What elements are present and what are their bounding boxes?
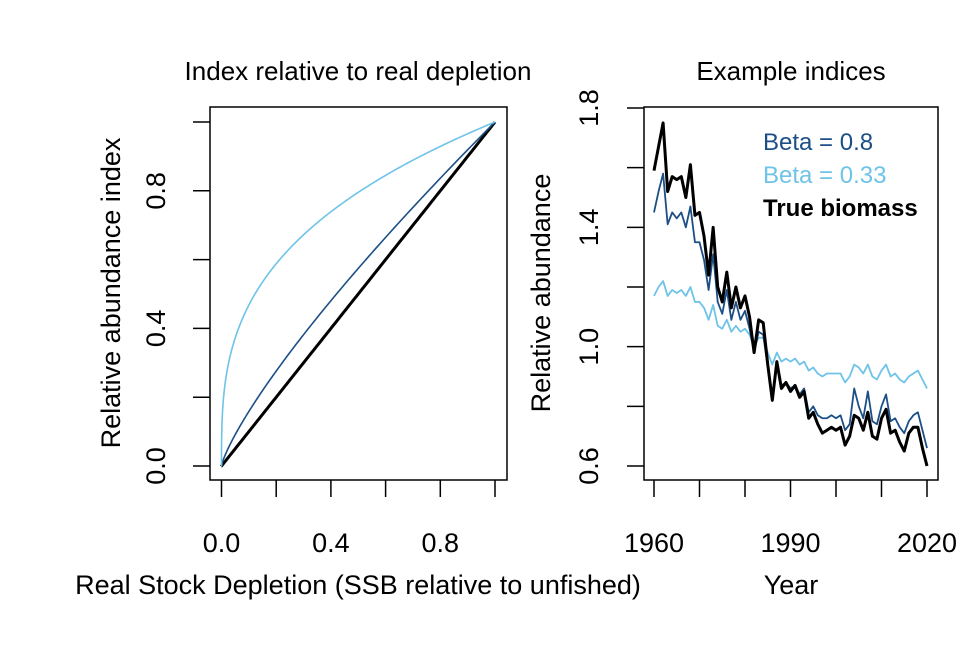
left-y-axis-label: Relative abundance index	[96, 137, 126, 448]
left-x-axis-label: Real Stock Depletion (SSB relative to un…	[75, 570, 641, 600]
right-x-tick-label: 1960	[624, 528, 684, 558]
left-x-axis: 0.0 0.4 0.8	[203, 480, 496, 558]
right-plot-series	[652, 121, 929, 467]
right-y-tick-label: 1.8	[574, 89, 604, 127]
legend-entry: Beta = 0.33	[763, 162, 886, 189]
right-y-tick-label: 1.0	[574, 328, 604, 366]
right-x-axis: 1960 1990 2020	[624, 480, 957, 558]
left-y-axis: 0.0 0.4 0.8	[141, 121, 210, 485]
left-plot-frame	[209, 106, 508, 481]
left-y-tick-label: 0.4	[141, 310, 171, 348]
right-x-axis-label: Year	[764, 570, 819, 600]
right-y-axis: 0.6 1.0 1.4 1.8	[574, 89, 644, 485]
left-curve-beta-0.8	[220, 121, 496, 467]
left-plot-series	[220, 121, 497, 468]
right-y-tick-label: 1.4	[574, 209, 604, 247]
legend-entry: True biomass	[763, 195, 918, 222]
right-series-line-beta-0-33	[653, 280, 928, 389]
left-x-tick-label: 0.4	[312, 528, 350, 558]
left-y-tick-label: 0.0	[141, 447, 171, 485]
legend-entry: Beta = 0.8	[763, 129, 873, 156]
right-panel: Example indices 1960 1990 2020 0.6 1.0 1.4 1.…	[526, 56, 957, 600]
right-panel-title: Example indices	[696, 56, 885, 86]
left-curve-beta-0.33	[220, 121, 496, 466]
right-legend: Beta = 0.8 Beta = 0.33 True biomass	[763, 129, 918, 222]
left-curve-beta-1	[220, 121, 497, 468]
right-y-tick-label: 0.6	[574, 447, 604, 485]
left-panel: Index relative to real depletion 0.0 0.4 0…	[75, 56, 641, 600]
right-x-tick-label: 1990	[760, 528, 820, 558]
right-y-axis-label: Relative abundance	[526, 174, 556, 413]
left-panel-title: Index relative to real depletion	[185, 56, 532, 86]
right-x-tick-label: 2020	[897, 528, 957, 558]
right-series-line-true-biomass	[652, 121, 929, 467]
left-y-tick-label: 0.8	[141, 172, 171, 210]
left-x-tick-label: 0.0	[203, 528, 241, 558]
left-x-tick-label: 0.8	[422, 528, 460, 558]
